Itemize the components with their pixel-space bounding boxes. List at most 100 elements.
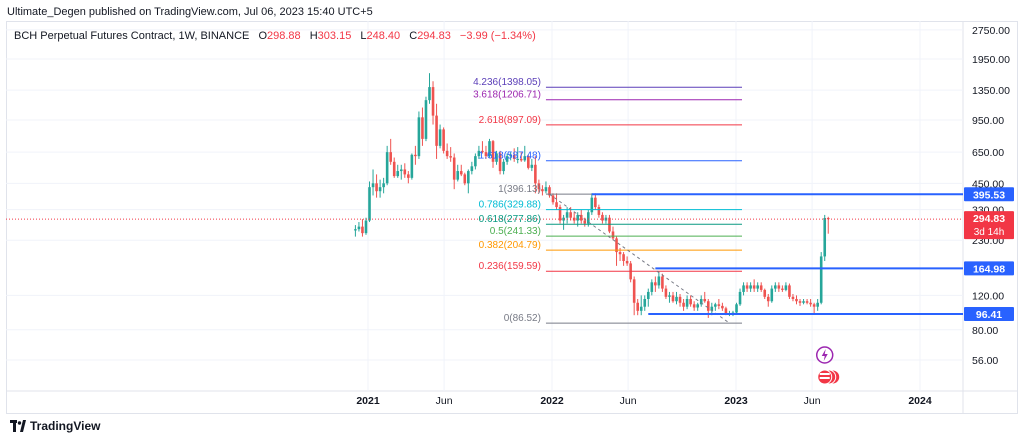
candle-body [586, 212, 590, 224]
candle [491, 140, 495, 168]
candle-body [594, 197, 597, 208]
candle-body [477, 150, 481, 157]
x-tick-label-0: 2021 [356, 395, 380, 407]
candle [738, 288, 742, 306]
candle [470, 161, 474, 175]
candle-body [407, 174, 410, 178]
y-tick-label-10: 56.00 [972, 355, 998, 367]
candle-body [509, 154, 512, 157]
candle-body [738, 291, 742, 305]
candle-body [759, 285, 763, 290]
candle-body [569, 212, 572, 218]
candle-body [724, 308, 728, 315]
candle-body [717, 304, 721, 306]
candle [512, 148, 516, 162]
legend-low-label: L [360, 30, 367, 42]
candle-body [555, 202, 558, 208]
time-axis[interactable]: 2021 Jun 2022 Jun 2023 Jun 2024 [356, 395, 932, 407]
candle [795, 295, 798, 305]
candle-body [632, 279, 636, 303]
candle [766, 293, 770, 307]
candle-body [357, 226, 361, 230]
candle-body [467, 171, 470, 184]
candle-body [664, 288, 668, 297]
candle [706, 298, 710, 318]
x-tick-label-1: Jun [436, 395, 453, 407]
candle-body [583, 220, 587, 224]
price-axis[interactable]: 2750.001950.001350.00950.00650.00450.003… [964, 25, 1014, 367]
candle [519, 152, 523, 162]
candle-body [749, 285, 752, 289]
candle-body [823, 218, 827, 257]
candle-body [399, 169, 403, 172]
candle-body [703, 298, 707, 302]
candle-body [643, 298, 647, 307]
fib-label-1: 3.618(1206.71) [473, 90, 541, 101]
candle-body [463, 174, 467, 184]
candle [625, 256, 629, 266]
fib-trend-line[interactable] [549, 193, 730, 324]
candle-body [770, 288, 774, 302]
candle-body [565, 212, 569, 218]
candle [445, 143, 449, 159]
tradingview-brand[interactable]: TradingView [30, 419, 101, 433]
y-tick-label-0: 2750.00 [972, 25, 1010, 37]
candle-body [788, 285, 791, 297]
candle [548, 185, 551, 198]
candle [495, 150, 498, 165]
candle-body [527, 156, 530, 168]
fib-label-0: 4.236(1398.05) [473, 77, 541, 88]
candle-body [530, 164, 534, 168]
candle-body [646, 291, 650, 299]
tradingview-logo-icon[interactable] [10, 419, 26, 433]
lightning-event-icon[interactable] [815, 346, 834, 364]
candle [417, 111, 421, 159]
candle-body [625, 261, 629, 264]
economic-events-flag-icon[interactable] [817, 369, 841, 385]
candle [816, 298, 819, 311]
candle [562, 214, 565, 230]
candle [703, 291, 707, 303]
candle [604, 214, 608, 224]
candle-body [590, 197, 594, 213]
candle [749, 282, 752, 292]
candle-body [474, 156, 477, 167]
candle [668, 291, 671, 303]
y-tick-label-1: 1950.00 [972, 54, 1010, 66]
candle-body [774, 285, 777, 289]
candle-body [428, 87, 431, 101]
gridlines [6, 21, 963, 391]
candle-body [417, 117, 421, 157]
candle-body [682, 302, 685, 307]
candle [639, 295, 643, 316]
candle [654, 276, 657, 292]
legend-open-value: 298.88 [267, 30, 301, 42]
candle [597, 204, 601, 218]
candle [622, 252, 625, 266]
candle-body [389, 152, 392, 162]
candle [467, 169, 470, 194]
candle [516, 147, 520, 164]
candle [477, 145, 481, 159]
legend-change-value: −3.99 (−1.34%) [459, 30, 536, 42]
hline-price-label-1: 164.98 [973, 263, 1005, 275]
candle [544, 181, 548, 194]
candle-body [710, 306, 714, 311]
candle-body [498, 153, 502, 172]
candle-body [805, 301, 809, 303]
x-tick-label-4: 2023 [724, 395, 748, 407]
candle [555, 193, 558, 210]
candle-body [692, 304, 696, 308]
candle [368, 181, 371, 223]
candle [385, 145, 389, 186]
candle-body [802, 301, 805, 303]
candle [389, 138, 392, 165]
candle-body [689, 298, 692, 305]
candle-body [424, 100, 428, 139]
candle-body [544, 187, 548, 192]
candle [819, 252, 823, 305]
candle [530, 158, 534, 172]
candle-body [721, 305, 724, 309]
y-tick-label-9: 80.00 [972, 325, 998, 337]
